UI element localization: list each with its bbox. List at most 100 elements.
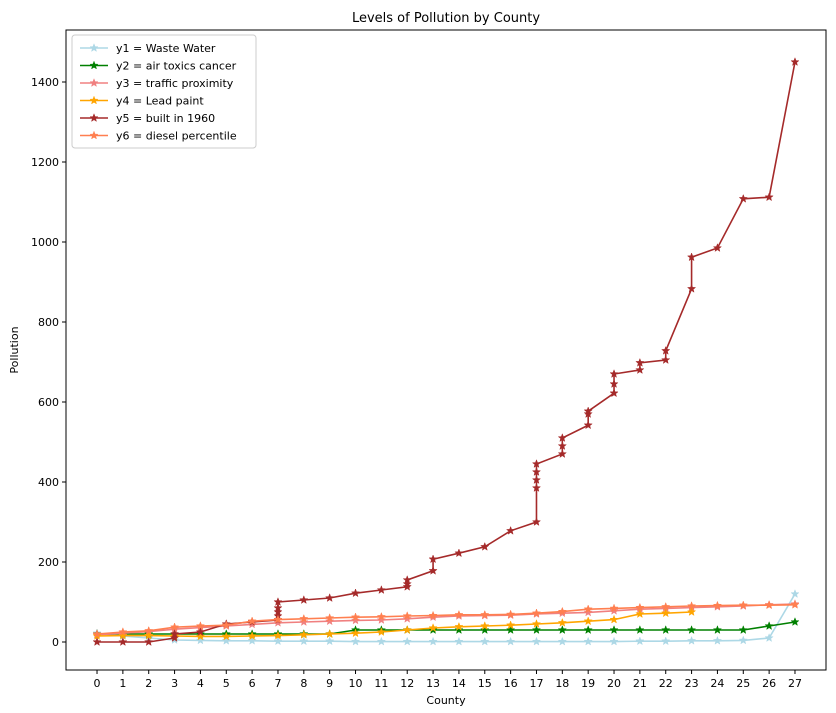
legend-entry-label: y1 = Waste Water (116, 42, 216, 55)
x-tick-label: 10 (349, 677, 363, 690)
series-point (428, 636, 438, 646)
series-point (583, 604, 593, 614)
series-point (686, 283, 697, 293)
x-tick-label: 8 (300, 677, 307, 690)
series-point (273, 636, 283, 646)
y-tick-label: 1000 (31, 236, 59, 249)
series-point (583, 406, 593, 416)
series-point (531, 608, 542, 618)
series-point (557, 441, 567, 450)
series-point (454, 625, 464, 634)
series-point (402, 613, 412, 623)
series-point (325, 629, 335, 638)
x-tick-label: 4 (197, 677, 204, 690)
series-point (609, 636, 619, 646)
series-group (92, 599, 800, 638)
series-point (531, 517, 542, 526)
x-tick-label: 9 (326, 677, 333, 690)
legend-entry-label: y3 = traffic proximity (116, 77, 234, 90)
series-point (635, 609, 645, 618)
legend-entry-label: y5 = built in 1960 (116, 112, 215, 125)
series-point (402, 575, 412, 584)
series-point (350, 612, 361, 622)
series-line (96, 603, 796, 636)
series-point (144, 625, 154, 635)
series-point (738, 193, 748, 203)
series-point (350, 628, 361, 638)
series-point (635, 357, 645, 367)
y-axis-ticks: 0 200 400 600 800 1000 1200 1400 (31, 76, 66, 649)
series-point (583, 409, 593, 418)
series-point (480, 621, 490, 630)
series-point (790, 599, 800, 609)
series-point (195, 627, 206, 636)
series-point (661, 601, 671, 611)
x-tick-label: 1 (119, 677, 126, 690)
series-point (402, 625, 412, 634)
series-point (247, 616, 257, 626)
series-point (583, 636, 593, 646)
series-point (583, 607, 593, 617)
series-point (221, 631, 231, 641)
series-point (299, 636, 309, 646)
legend-entry-label: y6 = diesel percentile (116, 130, 237, 143)
series-point (661, 345, 671, 355)
y-tick-label: 800 (38, 316, 59, 329)
series-point (169, 629, 180, 638)
series-point (790, 57, 800, 66)
series-point (609, 379, 619, 388)
x-tick-label: 15 (478, 677, 492, 690)
series-point (531, 636, 542, 646)
series-point (686, 607, 697, 616)
x-tick-label: 12 (400, 677, 414, 690)
series-point (661, 625, 671, 634)
series-lines (92, 57, 800, 646)
x-tick-label: 22 (659, 677, 673, 690)
series-point (557, 449, 567, 458)
series-point (247, 635, 257, 645)
series-point (583, 625, 593, 634)
series-point (712, 635, 723, 645)
series-point (764, 633, 774, 642)
series-point (428, 623, 438, 632)
y-tick-label: 600 (38, 396, 59, 409)
y-tick-label: 0 (52, 636, 59, 649)
x-axis-label: County (426, 694, 466, 707)
series-point (661, 608, 671, 618)
series-point (428, 554, 438, 564)
series-point (195, 621, 206, 630)
x-tick-label: 14 (452, 677, 466, 690)
series-point (325, 616, 335, 626)
x-tick-label: 11 (374, 677, 388, 690)
series-point (195, 631, 206, 641)
series-point (557, 625, 567, 634)
x-tick-label: 18 (555, 677, 569, 690)
series-line (97, 61, 796, 643)
series-point (531, 625, 542, 634)
series-point (661, 355, 671, 364)
series-point (635, 365, 645, 374)
series-line (96, 593, 796, 643)
legend-swatch-marker (89, 113, 99, 122)
series-point (635, 636, 645, 646)
chart-title: Levels of Pollution by County (352, 11, 540, 26)
series-point (712, 243, 723, 252)
series-point (325, 593, 335, 602)
series-line (97, 611, 692, 638)
series-point (480, 636, 490, 646)
series-point (247, 631, 257, 640)
series-point (609, 369, 619, 378)
series-point (557, 606, 567, 616)
series-point (583, 616, 593, 626)
series-point (350, 588, 361, 598)
x-tick-label: 19 (581, 677, 595, 690)
series-point (273, 630, 283, 640)
series-point (169, 633, 180, 642)
series-point (609, 388, 619, 398)
series-point (273, 603, 283, 612)
series-point (738, 635, 748, 645)
series-point (480, 609, 490, 619)
x-tick-label: 0 (94, 677, 101, 690)
series-point (299, 617, 309, 626)
